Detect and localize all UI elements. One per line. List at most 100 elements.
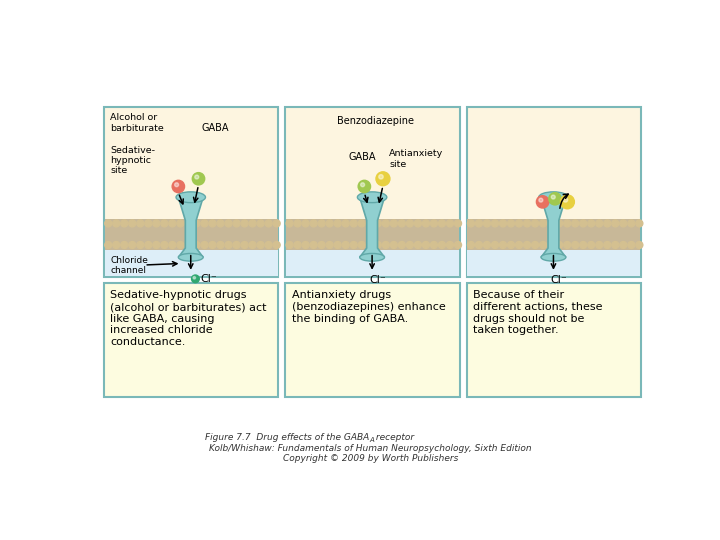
Text: Antianxiety drugs
(benzodiazepines) enhance
the binding of GABA.: Antianxiety drugs (benzodiazepines) enha…: [292, 291, 445, 323]
Circle shape: [620, 220, 627, 227]
Circle shape: [366, 241, 373, 248]
Circle shape: [446, 220, 454, 227]
Bar: [286, 234, 459, 276]
Circle shape: [531, 220, 539, 227]
Circle shape: [415, 220, 421, 227]
Bar: [467, 107, 641, 276]
Circle shape: [175, 183, 179, 187]
Circle shape: [398, 220, 405, 227]
Circle shape: [556, 220, 562, 227]
Circle shape: [560, 195, 575, 209]
Bar: [285, 283, 459, 397]
Circle shape: [580, 241, 587, 248]
Text: Cl⁻: Cl⁻: [369, 275, 386, 285]
Circle shape: [516, 220, 523, 227]
Circle shape: [241, 220, 248, 227]
Circle shape: [257, 241, 264, 248]
Circle shape: [636, 220, 643, 227]
Circle shape: [334, 241, 341, 248]
Text: Sedative-hypnotic drugs
(alcohol or barbiturates) act
like GABA, causing
increas: Sedative-hypnotic drugs (alcohol or barb…: [110, 291, 266, 347]
Circle shape: [177, 241, 184, 248]
Circle shape: [446, 241, 454, 248]
Circle shape: [192, 275, 199, 283]
Circle shape: [265, 241, 272, 248]
Circle shape: [508, 220, 515, 227]
Circle shape: [423, 220, 429, 227]
Circle shape: [431, 241, 438, 248]
Circle shape: [350, 241, 357, 248]
Text: Chloride
channel: Chloride channel: [110, 256, 148, 275]
Circle shape: [374, 220, 382, 227]
Circle shape: [137, 220, 144, 227]
Circle shape: [193, 220, 200, 227]
Circle shape: [604, 241, 611, 248]
Circle shape: [273, 220, 280, 227]
Circle shape: [326, 241, 333, 248]
Circle shape: [516, 241, 523, 248]
Circle shape: [438, 220, 446, 227]
Circle shape: [104, 241, 112, 248]
Circle shape: [201, 241, 208, 248]
Text: Antianxiety
site: Antianxiety site: [389, 150, 444, 169]
Circle shape: [564, 220, 571, 227]
Circle shape: [539, 241, 546, 248]
Text: Figure 7.7  Drug effects of the GABA: Figure 7.7 Drug effects of the GABA: [204, 433, 369, 442]
Circle shape: [588, 241, 595, 248]
Circle shape: [539, 220, 546, 227]
Circle shape: [536, 195, 549, 208]
Circle shape: [620, 241, 627, 248]
Bar: [467, 234, 640, 276]
Circle shape: [169, 220, 176, 227]
Circle shape: [390, 241, 397, 248]
Circle shape: [475, 241, 482, 248]
Circle shape: [539, 198, 543, 202]
Circle shape: [475, 220, 482, 227]
Text: Sedative-
hypnotic
site: Sedative- hypnotic site: [110, 146, 155, 176]
Circle shape: [121, 241, 127, 248]
Circle shape: [531, 241, 539, 248]
Circle shape: [249, 241, 256, 248]
Circle shape: [359, 241, 365, 248]
Circle shape: [161, 220, 168, 227]
Circle shape: [193, 276, 196, 279]
Circle shape: [129, 220, 136, 227]
Circle shape: [113, 241, 120, 248]
Circle shape: [153, 241, 160, 248]
Circle shape: [548, 241, 554, 248]
Circle shape: [398, 241, 405, 248]
Circle shape: [564, 241, 571, 248]
Circle shape: [233, 220, 240, 227]
Polygon shape: [360, 197, 384, 257]
Circle shape: [104, 220, 112, 227]
Circle shape: [201, 220, 208, 227]
Circle shape: [508, 241, 515, 248]
Circle shape: [595, 241, 603, 248]
Circle shape: [548, 220, 554, 227]
Circle shape: [129, 241, 136, 248]
Circle shape: [153, 220, 160, 227]
Circle shape: [552, 195, 555, 199]
Circle shape: [588, 220, 595, 227]
Text: A: A: [369, 437, 374, 443]
Circle shape: [342, 220, 349, 227]
Text: GABA: GABA: [202, 123, 229, 132]
Circle shape: [286, 241, 293, 248]
Circle shape: [241, 241, 248, 248]
Ellipse shape: [539, 192, 568, 202]
Bar: [467, 283, 641, 397]
Circle shape: [361, 183, 364, 187]
Circle shape: [342, 241, 349, 248]
Circle shape: [636, 241, 643, 248]
Circle shape: [406, 241, 413, 248]
Circle shape: [415, 241, 421, 248]
Circle shape: [318, 220, 325, 227]
Circle shape: [209, 241, 216, 248]
Circle shape: [265, 220, 272, 227]
Circle shape: [257, 220, 264, 227]
Circle shape: [500, 220, 506, 227]
Circle shape: [172, 180, 184, 193]
Circle shape: [359, 220, 365, 227]
Circle shape: [358, 180, 371, 193]
Text: receptor: receptor: [373, 433, 415, 442]
Circle shape: [382, 241, 390, 248]
